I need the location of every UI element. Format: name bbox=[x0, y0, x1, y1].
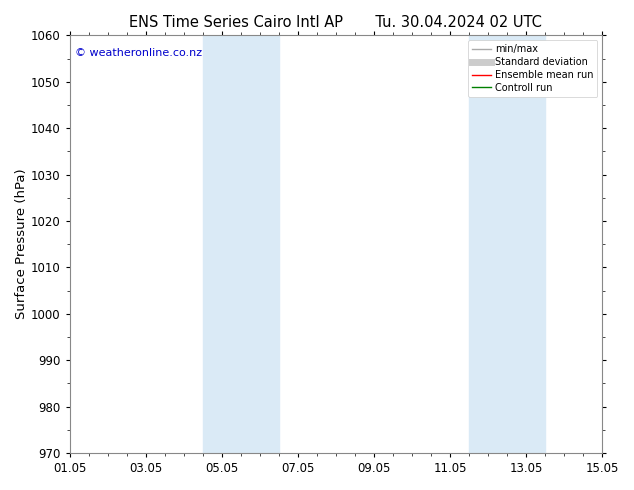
Y-axis label: Surface Pressure (hPa): Surface Pressure (hPa) bbox=[15, 169, 28, 319]
Text: © weatheronline.co.nz: © weatheronline.co.nz bbox=[75, 48, 202, 58]
Title: ENS Time Series Cairo Intl AP       Tu. 30.04.2024 02 UTC: ENS Time Series Cairo Intl AP Tu. 30.04.… bbox=[129, 15, 542, 30]
Bar bbox=[469, 35, 545, 453]
Bar bbox=[203, 35, 279, 453]
Legend: min/max, Standard deviation, Ensemble mean run, Controll run: min/max, Standard deviation, Ensemble me… bbox=[468, 40, 597, 97]
